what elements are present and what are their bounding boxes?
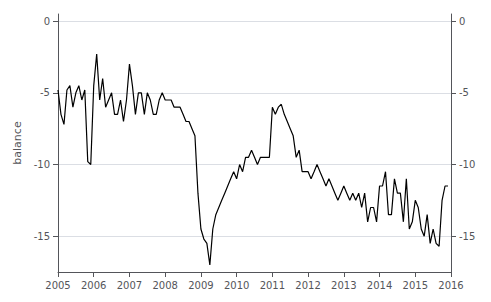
svg-text:2008: 2008 <box>152 280 177 291</box>
svg-text:2011: 2011 <box>260 280 285 291</box>
svg-text:2005: 2005 <box>45 280 70 291</box>
svg-text:2006: 2006 <box>81 280 106 291</box>
svg-text:balance: balance <box>11 121 24 165</box>
svg-text:-15: -15 <box>459 231 475 242</box>
svg-text:2013: 2013 <box>331 280 356 291</box>
svg-text:2009: 2009 <box>188 280 213 291</box>
svg-text:-15: -15 <box>34 231 50 242</box>
svg-text:2010: 2010 <box>224 280 249 291</box>
svg-text:-10: -10 <box>459 159 475 170</box>
svg-text:2015: 2015 <box>403 280 428 291</box>
svg-text:-5: -5 <box>40 87 50 98</box>
svg-text:-10: -10 <box>34 159 50 170</box>
svg-text:-5: -5 <box>459 87 469 98</box>
svg-text:2012: 2012 <box>295 280 320 291</box>
svg-text:2016: 2016 <box>438 280 463 291</box>
svg-text:2014: 2014 <box>367 280 392 291</box>
svg-text:2007: 2007 <box>117 280 142 291</box>
svg-text:0: 0 <box>459 16 465 27</box>
svg-text:0: 0 <box>44 16 50 27</box>
